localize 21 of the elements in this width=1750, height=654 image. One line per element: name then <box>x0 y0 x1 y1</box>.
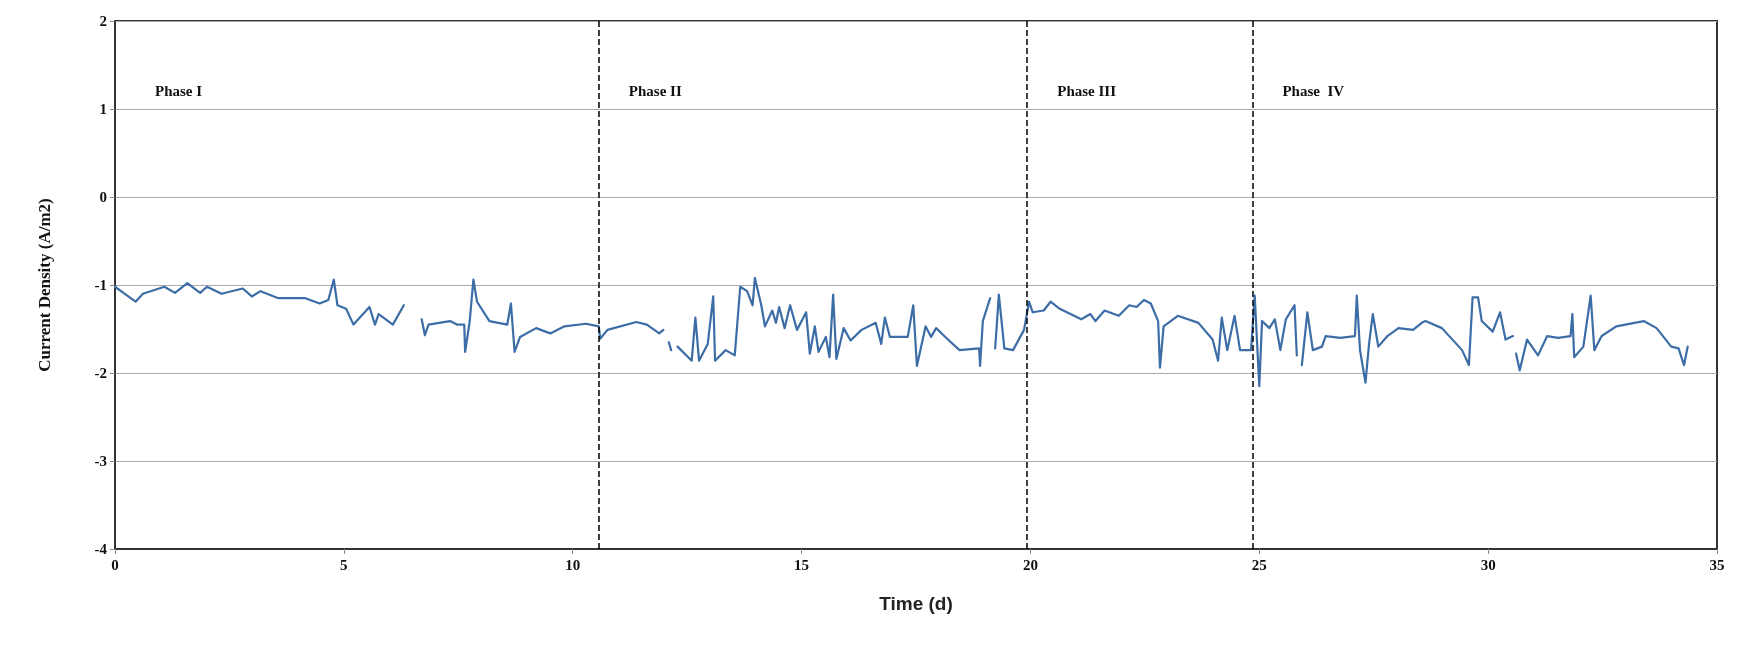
x-axis-title: Time (d) <box>879 593 953 614</box>
x-tick-label: 35 <box>1709 556 1725 573</box>
y-tick-label: 2 <box>99 13 107 29</box>
annotation: Phase I <box>155 83 203 99</box>
annotation: Phase III <box>1057 83 1117 99</box>
x-tick-label: 10 <box>565 556 581 573</box>
x-tick-label: 5 <box>340 556 348 573</box>
x-tick-label: 0 <box>111 556 119 573</box>
x-tick-label: 15 <box>794 556 810 573</box>
y-tick-label: -1 <box>94 277 107 293</box>
y-tick-label: -3 <box>94 453 107 469</box>
x-tick-label: 20 <box>1022 556 1038 573</box>
annotation: Phase II <box>628 83 682 99</box>
annotation: Phase IV <box>1282 83 1345 99</box>
y-tick-label: 1 <box>99 101 107 117</box>
y-tick-label: -2 <box>94 365 107 381</box>
x-tick-label: 30 <box>1480 556 1496 573</box>
x-tick-label: 25 <box>1251 556 1267 573</box>
y-axis-title: Current Density (A/m2) <box>35 198 54 372</box>
y-tick-label: 0 <box>99 189 107 205</box>
y-tick-label: -4 <box>94 541 108 557</box>
